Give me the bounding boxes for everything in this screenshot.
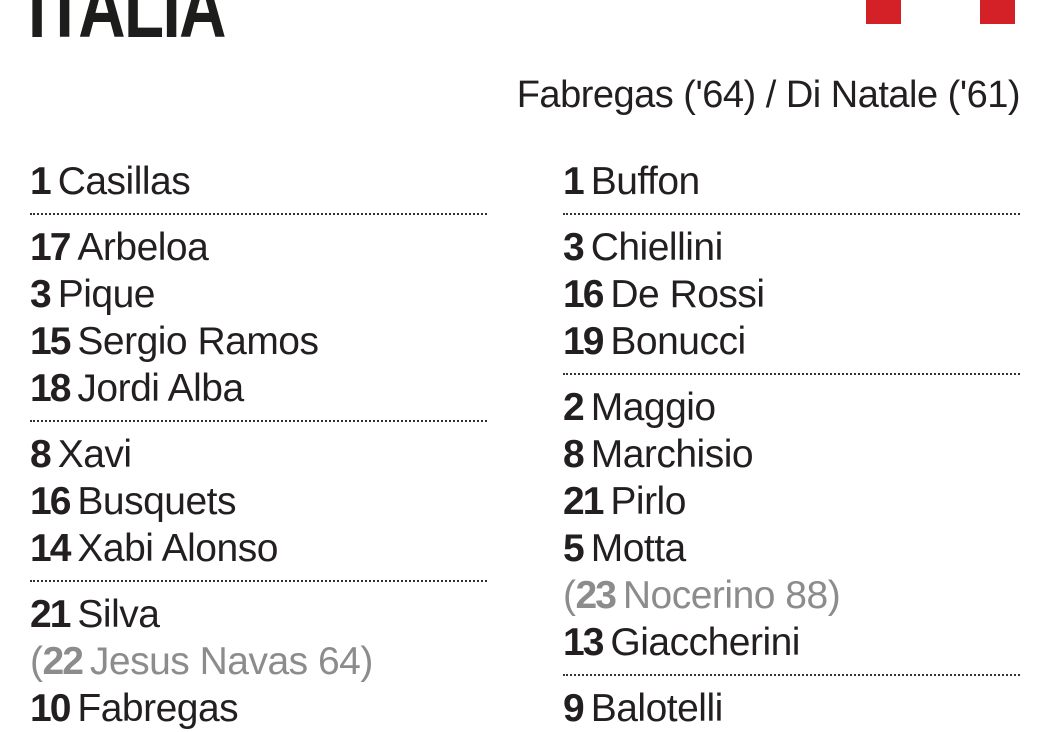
player-number: 5 <box>563 527 585 570</box>
player-name: Jordi Alba <box>77 367 244 410</box>
substitute-row: (22 Jesus Navas 64) <box>30 640 373 683</box>
flag-stripe-right <box>980 0 1015 24</box>
group-divider <box>563 373 1020 375</box>
group-divider <box>30 213 487 215</box>
player-row: 15 Sergio Ramos <box>30 318 319 365</box>
player-name: Xabi Alonso <box>77 527 278 570</box>
player-row: 3 Pique <box>30 271 155 318</box>
player-row: 9 Balotelli <box>563 685 723 732</box>
player-name: Casillas <box>57 160 191 203</box>
player-row: 21 Silva <box>30 591 160 638</box>
player-name: Bonucci <box>610 320 746 363</box>
player-name: Giaccherini <box>610 621 800 664</box>
player-row: 16 Busquets <box>30 478 236 525</box>
player-name: Jesus Navas 64 <box>89 640 361 683</box>
player-name: Nocerino 88 <box>622 574 828 617</box>
player-number: 8 <box>30 433 52 476</box>
player-row: 16 De Rossi <box>563 271 765 318</box>
player-name: Marchisio <box>590 433 754 476</box>
player-number: 21 <box>563 480 604 523</box>
player-row: 13 Giaccherini <box>563 619 800 666</box>
player-number: 3 <box>30 273 52 316</box>
player-row: 1 Casillas <box>30 158 191 205</box>
player-name: Sergio Ramos <box>77 320 319 363</box>
player-name: Maggio <box>590 386 716 429</box>
player-number: 10 <box>30 687 71 730</box>
player-number: 8 <box>563 433 585 476</box>
group-divider <box>30 420 487 422</box>
player-row: 14 Xabi Alonso <box>30 525 278 572</box>
scorers-line: Fabregas ('64) / Di Natale ('61) <box>516 74 1021 116</box>
player-name: Motta <box>590 527 687 570</box>
player-row: 10 Fabregas <box>30 685 239 732</box>
player-name: De Rossi <box>610 273 765 316</box>
player-row: 2 Maggio <box>563 384 716 431</box>
player-name: Xavi <box>57 433 132 476</box>
substitute-row: (23 Nocerino 88) <box>563 574 841 617</box>
player-number: 23 <box>575 574 617 617</box>
group-divider <box>563 674 1020 676</box>
player-row: 1 Buffon <box>563 158 700 205</box>
player-number: 1 <box>30 160 52 203</box>
player-number: 21 <box>30 593 71 636</box>
player-row: 17 Arbeloa <box>30 224 209 271</box>
player-row: 18 Jordi Alba <box>30 365 244 412</box>
player-name: Silva <box>77 593 160 636</box>
player-row: 8 Xavi <box>30 431 132 478</box>
player-number: 3 <box>563 226 585 269</box>
player-row: 21 Pirlo <box>563 478 686 525</box>
player-row: 8 Marchisio <box>563 431 754 478</box>
player-number: 14 <box>30 527 71 570</box>
player-number: 18 <box>30 367 71 410</box>
player-name: Pirlo <box>610 480 686 523</box>
player-name: Busquets <box>77 480 236 523</box>
group-divider <box>563 213 1020 215</box>
player-name: Balotelli <box>590 687 724 730</box>
player-number: 9 <box>563 687 585 730</box>
player-number: 13 <box>563 621 604 664</box>
player-number: 2 <box>563 386 585 429</box>
player-name: Buffon <box>590 160 701 203</box>
player-number: 16 <box>30 480 71 523</box>
group-divider <box>30 580 487 582</box>
player-name: Pique <box>57 273 156 316</box>
flag-stripe-left <box>866 0 901 24</box>
player-number: 1 <box>563 160 585 203</box>
player-row: 3 Chiellini <box>563 224 723 271</box>
player-number: 17 <box>30 226 71 269</box>
player-name: Chiellini <box>590 226 724 269</box>
player-number: 19 <box>563 320 604 363</box>
player-row: 19 Bonucci <box>563 318 746 365</box>
player-name: Arbeloa <box>77 226 209 269</box>
player-number: 22 <box>42 640 84 683</box>
team-title: ITALIA <box>28 0 226 55</box>
player-number: 16 <box>563 273 604 316</box>
player-row: 5 Motta <box>563 525 686 572</box>
player-number: 15 <box>30 320 71 363</box>
player-name: Fabregas <box>77 687 239 730</box>
